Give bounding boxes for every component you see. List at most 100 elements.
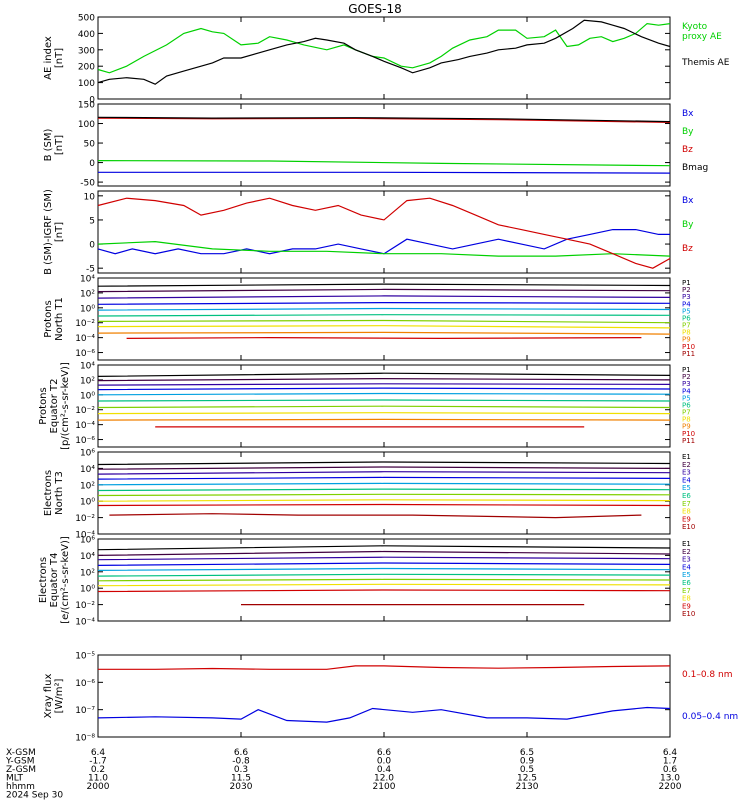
- y-tick-label: 10⁴: [80, 362, 95, 372]
- legend-P10: P10: [682, 343, 695, 351]
- y-tick-label: 10⁻⁴: [75, 618, 95, 628]
- y-tick-label: 10⁻⁸: [75, 734, 95, 744]
- series-line-P2: [97, 377, 671, 382]
- y-tick-label: 10⁻²: [75, 319, 95, 329]
- y-axis-label: ElectronsNorth T3: [43, 470, 65, 516]
- series-line-P3: [97, 383, 671, 386]
- x-row-value: 12.5: [517, 774, 537, 784]
- legend-E6: E6: [682, 579, 691, 587]
- x-row-value: 11.5: [231, 774, 251, 784]
- series-line-P3: [97, 295, 671, 299]
- series-line-E1: [97, 461, 671, 466]
- x-row-name: Z-GSM: [6, 765, 36, 775]
- legend-E5: E5: [682, 571, 691, 579]
- legend-E4: E4: [682, 563, 691, 571]
- series-line-P1: [97, 283, 671, 287]
- legend-E6: E6: [682, 492, 691, 500]
- y-tick-label: 10⁻⁶: [75, 349, 95, 359]
- y-tick-label: 10²: [80, 568, 95, 578]
- x-date: 2024 Sep 30: [6, 791, 63, 800]
- series-line-E1: [97, 545, 671, 551]
- y-axis-label: ProtonsNorth T1: [43, 297, 65, 341]
- legend-Kyoto: Kyoto proxy AE: [682, 22, 722, 42]
- series-line-P9: [97, 331, 671, 335]
- y-tick-label: -50: [80, 179, 95, 189]
- x-row-value: 11.0: [88, 774, 108, 784]
- x-row-value: 2200: [659, 782, 682, 792]
- legend-E3: E3: [682, 556, 691, 564]
- series-line-E4: [97, 562, 671, 567]
- x-row-name: X-GSM: [6, 748, 36, 758]
- y-tick-label: -5: [86, 265, 95, 275]
- y-tick-label: 50: [84, 140, 96, 150]
- legend-E9: E9: [682, 602, 691, 610]
- plot-title: GOES-18: [348, 2, 402, 16]
- legend-P7: P7: [682, 322, 691, 330]
- legend-E8: E8: [682, 508, 691, 516]
- y-tick-label: 10⁻²: [75, 406, 95, 416]
- x-row-value: 2130: [516, 782, 539, 792]
- series-line-Bz: [97, 117, 671, 123]
- y-tick-label: 10⁶: [80, 449, 95, 459]
- y-tick-label: 0: [89, 159, 95, 169]
- y-tick-label: 10⁴: [80, 465, 95, 475]
- series-line-P2: [97, 288, 671, 293]
- series-line-E3: [97, 556, 671, 561]
- series-line-P8: [97, 325, 671, 329]
- y-tick-label: 10⁶: [80, 536, 95, 546]
- legend-Bx: Bx: [682, 109, 694, 119]
- series-line-E8: [97, 499, 671, 502]
- legend-E1: E1: [682, 453, 691, 461]
- legend-E2: E2: [682, 548, 691, 556]
- x-row-value: 6.6: [234, 748, 249, 758]
- y-tick-label: 10⁴: [80, 275, 95, 285]
- legend-P3: P3: [682, 293, 691, 301]
- series-line-E7: [97, 578, 671, 582]
- series-line-Bz: [97, 197, 671, 269]
- x-row-value: 0.0: [377, 757, 392, 767]
- x-row-name: MLT: [6, 774, 24, 784]
- y-tick-label: 10⁻⁵: [75, 652, 95, 662]
- y-tick-label: 100: [78, 120, 95, 130]
- panel-e_t4: 10⁻⁴ 10⁻² 10⁰ 10² 10⁴ 10⁶ ElectronsEquator T4[…: [38, 536, 695, 628]
- series-line-P1: [97, 372, 671, 377]
- series-line-0.05–0.4-nm: [97, 706, 671, 723]
- y-tick-label: 10⁰: [80, 585, 95, 595]
- series-line-P5: [97, 307, 671, 311]
- legend-P6: P6: [682, 401, 691, 409]
- x-row-value: 2000: [87, 782, 110, 792]
- x-row-value: 2030: [230, 782, 253, 792]
- series-line-E9: [97, 503, 671, 507]
- panel-frame: [97, 190, 671, 274]
- y-tick-label: 10⁰: [80, 391, 95, 401]
- panel-xray: 10⁻⁸ 10⁻⁷ 10⁻⁶ 10⁻⁵ Xray flux[W/m²] 0.1–0.8 n…: [43, 652, 738, 744]
- legend-0.1–0.8-nm: 0.1–0.8 nm: [682, 670, 732, 680]
- legend-P8: P8: [682, 416, 691, 424]
- legend-E7: E7: [682, 587, 691, 595]
- y-axis-label: B (SM)[nT]: [43, 128, 65, 161]
- series-line-P8: [97, 412, 671, 415]
- panel-bsm: -50 0 50 100 150 B (SM)[nT] Bx By Bz Bmag: [43, 101, 708, 189]
- x-row-value: 6.6: [377, 748, 392, 758]
- series-line-E10: [109, 513, 642, 519]
- panel-bdiff: -5 0 5 10 B (SM)-IGRF (SM)[nT] Bx By Bz: [43, 189, 694, 275]
- y-tick-label: 10⁻⁴: [75, 421, 95, 431]
- series-line-E8: [97, 583, 671, 587]
- legend-E3: E3: [682, 469, 691, 477]
- series-line-E5: [97, 482, 671, 486]
- panel-p_t1: 10⁻⁶ 10⁻⁴ 10⁻² 10⁰ 10² 10⁴ ProtonsNorth T1 P1P2…: [43, 275, 695, 361]
- y-tick-label: 10⁰: [80, 498, 95, 508]
- y-axis-label: Xray flux[W/m²]: [43, 674, 65, 719]
- x-row-value: 13.0: [660, 774, 680, 784]
- y-tick-label: 10⁰: [80, 304, 95, 314]
- series-line-E6: [97, 488, 671, 492]
- legend-P6: P6: [682, 314, 691, 322]
- y-tick-label: 10⁻²: [75, 601, 95, 611]
- y-tick-label: 300: [78, 46, 95, 56]
- legend-P11: P11: [682, 437, 695, 445]
- legend-E8: E8: [682, 595, 691, 603]
- legend-P2: P2: [682, 373, 691, 381]
- legend-P5: P5: [682, 394, 691, 402]
